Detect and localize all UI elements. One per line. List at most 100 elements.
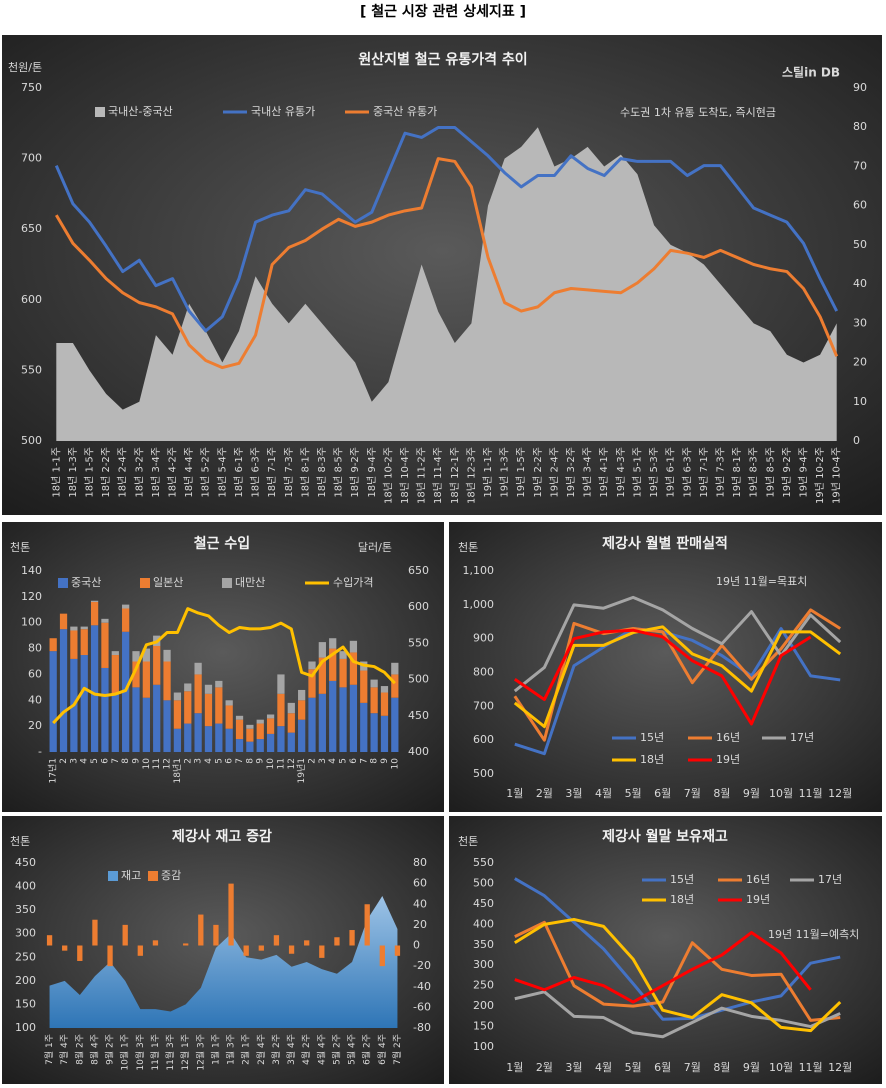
- chart-title: 제강사 재고 증감: [172, 828, 272, 845]
- x-tick-label: 19년 8-3주: [748, 447, 760, 498]
- bar: [152, 940, 159, 946]
- bar-segment: [163, 649, 171, 662]
- legend-label: 중국산: [71, 576, 101, 589]
- line: [513, 628, 812, 726]
- bar-segment: [225, 705, 233, 729]
- bar-segment: [266, 733, 275, 752]
- x-tick-label: 6월 4주: [376, 1034, 388, 1065]
- legend-label: 18년: [640, 753, 664, 766]
- x-tick-label: 19년 4-3주: [615, 447, 627, 498]
- x-tick-label: 1월 1주: [209, 1034, 221, 1065]
- x-tick-label: 7: [111, 758, 121, 764]
- bar-segment: [111, 655, 119, 694]
- line: [513, 917, 842, 1033]
- y2-tick-label: 80: [853, 120, 867, 133]
- bar-segment: [308, 669, 316, 698]
- x-tick-label: 7월 1주: [43, 1034, 55, 1065]
- x-tick-label: 11: [152, 758, 162, 769]
- bar-segment: [308, 697, 316, 752]
- x-tick-label: 18년 9-2주: [349, 447, 361, 498]
- bar-segment: [225, 728, 233, 752]
- bar-segment: [277, 674, 285, 694]
- bar: [243, 945, 249, 956]
- x-tick-label: 3월 2주: [270, 1034, 282, 1065]
- y-tick-label: 200: [15, 974, 36, 987]
- x-tick-label: 7월 2주: [391, 1034, 403, 1065]
- legend-swatch: [58, 578, 68, 588]
- x-tick-label: 12: [287, 758, 297, 769]
- bar: [379, 945, 385, 967]
- x-tick-label: 10: [266, 758, 276, 770]
- y-tick-label: 300: [15, 927, 36, 940]
- bar: [213, 924, 219, 946]
- chart-title: 원산지별 철근 유통가격 추이: [358, 51, 527, 68]
- legend-label: 16년: [746, 873, 770, 886]
- bar-segment: [235, 739, 244, 752]
- x-tick-label: 18년 8-3주: [316, 447, 328, 498]
- x-tick-label: 18년 7-1주: [266, 447, 278, 498]
- x-tick-label: 18년 3-4주: [150, 447, 162, 498]
- x-tick-label: 19년 7-1주: [698, 447, 710, 498]
- x-tick-label: 4: [204, 758, 214, 764]
- x-tick-label: 3월 4주: [285, 1034, 297, 1065]
- line: [513, 595, 842, 693]
- x-tick-label: 9월: [743, 787, 760, 800]
- x-tick-label: 19년1: [296, 758, 307, 783]
- x-tick-label: 5: [214, 758, 224, 764]
- x-tick-label: 9: [256, 758, 266, 764]
- bar-segment: [266, 714, 275, 719]
- y-tick-label: 150: [15, 997, 36, 1010]
- x-tick-label: 5월 4주: [346, 1034, 358, 1065]
- panel: [449, 816, 882, 1084]
- x-tick-label: 7월 4주: [58, 1034, 70, 1065]
- bar: [62, 945, 68, 951]
- y-tick-label: 600: [21, 293, 42, 306]
- bar-segment: [59, 629, 68, 752]
- y2-tick-label: 650: [408, 564, 429, 577]
- y-axis-title: 천톤: [458, 540, 478, 554]
- bar-segment: [80, 655, 88, 752]
- bar-segment: [204, 726, 213, 752]
- x-tick-label: 9: [380, 758, 390, 764]
- x-tick-label: 10월: [769, 787, 793, 800]
- y-tick-label: 120: [21, 590, 42, 603]
- bar-segment: [184, 691, 192, 724]
- bar: [288, 945, 295, 954]
- bar-segment: [298, 719, 306, 752]
- x-tick-label: 18년1: [172, 758, 183, 783]
- x-tick-label: 4월 2주: [300, 1034, 312, 1065]
- bar: [394, 945, 401, 956]
- y-tick-label: 500: [21, 434, 42, 447]
- y2-tick-label: 10: [853, 395, 867, 408]
- x-tick-label: 19년 7-3주: [714, 447, 726, 498]
- x-tick-label: 19년 1-1주: [482, 447, 494, 498]
- x-tick-label: 19년 3-4주: [582, 447, 594, 498]
- x-tick-label: 18년 8-1주: [299, 447, 311, 498]
- y-tick-label: 400: [473, 917, 494, 930]
- x-tick-label: 10월 1주: [119, 1034, 131, 1071]
- bar-segment: [339, 658, 347, 688]
- y2-tick-label: 40: [413, 897, 427, 910]
- x-tick-label: 11월: [799, 787, 823, 800]
- y-tick-label: 20: [28, 719, 42, 732]
- y-tick-label: 900: [473, 632, 494, 645]
- bar-segment: [194, 674, 202, 714]
- bar-segment: [349, 684, 358, 752]
- y2-tick-label: 500: [408, 673, 429, 686]
- y-tick-label: 140: [21, 564, 42, 577]
- bar-segment: [318, 693, 326, 752]
- bar-segment: [90, 602, 99, 626]
- legend-label: 15년: [670, 873, 694, 886]
- bar: [273, 935, 280, 946]
- bar-segment: [142, 648, 150, 662]
- bar-segment: [277, 693, 285, 727]
- x-tick-label: 18년 12-1주: [449, 447, 461, 504]
- bar-segment: [163, 661, 171, 701]
- x-tick-label: 18년 6-1주: [233, 447, 245, 498]
- x-tick-label: 19년 4-1주: [598, 447, 610, 498]
- y-tick-label: 650: [21, 222, 42, 235]
- bar-segment: [246, 728, 254, 742]
- bar: [46, 935, 53, 946]
- y-tick-label: -: [38, 745, 42, 758]
- line: [54, 126, 839, 333]
